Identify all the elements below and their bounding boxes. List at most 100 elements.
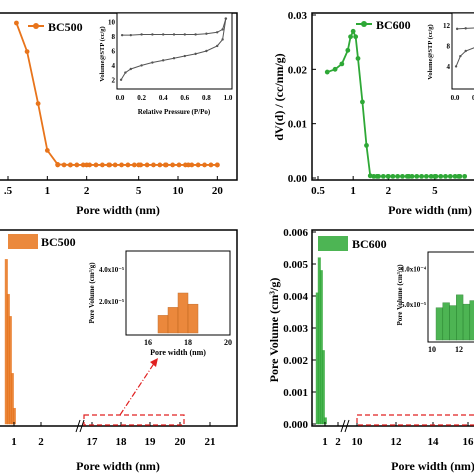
inset-bar: [462, 303, 471, 341]
y-tick-label: 0.004: [283, 291, 308, 303]
bar: [12, 407, 16, 425]
legend-swatch: [318, 236, 348, 251]
y-tick-label: 0.002: [283, 355, 308, 367]
panel-bottom-left: BC500 1 2 17 18 19 20 21 Pore width (nm) 16 18 2…: [0, 229, 238, 473]
legend-label: BC600: [352, 237, 387, 251]
bar: [321, 350, 325, 425]
y-axis-label: dV(d) / (cc/nm/g): [272, 53, 286, 140]
x-axis-label: Pore width (nm): [76, 203, 160, 217]
data-point: [208, 162, 214, 168]
data-point: [385, 173, 391, 179]
inset-data-point: [216, 31, 219, 34]
panel-top-right: BC600 0.000.010.020.03 0.5 1 2 5 dV(d) / (c…: [272, 10, 474, 217]
data-point: [68, 162, 73, 168]
inset-data-point: [216, 44, 219, 48]
inset-x-tick-label: 0.2: [472, 94, 474, 102]
y-tick-label: 0.03: [288, 10, 308, 22]
y-tick-label: 0.000: [283, 419, 308, 431]
inset-x-tick-label: 18: [184, 338, 192, 347]
x-tick-label: 1: [11, 436, 17, 448]
y-tick-label: 0.02: [288, 64, 308, 76]
inset-data-point: [124, 71, 127, 74]
x-tick-label: 2: [38, 436, 44, 448]
inset-x-label: Pore width (nm): [150, 348, 206, 357]
data-point: [24, 49, 30, 54]
inset-y-tick-label: 4.0x10⁻⁵: [99, 266, 124, 274]
bar: [10, 373, 14, 425]
x-tick-group: 1 2 10 12 14 16: [322, 422, 474, 448]
x-tick-label: 18: [116, 436, 128, 448]
inset-data-point: [140, 64, 143, 67]
bar-group: [315, 257, 327, 425]
inset-y-tick-label: 12: [443, 22, 451, 30]
inset-data-point: [183, 33, 186, 36]
inset-data-point: [205, 32, 208, 35]
data-point: [353, 34, 359, 40]
inset-frame: [116, 12, 233, 90]
data-point: [332, 66, 338, 72]
x-tick-label: 12: [391, 436, 403, 448]
legend: BC500: [8, 234, 76, 249]
zoom-region-box: [356, 414, 474, 426]
x-tick-label: 1: [322, 436, 328, 448]
inset-data-point: [172, 33, 176, 36]
inset-data-point: [129, 67, 132, 71]
panel-top-left: BC500 .5 1 2 5 10 20 Pore width (nm) 0.0 0.2 0.…: [0, 12, 238, 217]
inset-y-tick-label: 8: [447, 42, 451, 50]
data-point: [61, 162, 67, 168]
inset-y-tick-label: 10: [108, 19, 116, 27]
inset-series-group: [454, 27, 474, 68]
data-point: [55, 162, 61, 168]
inset-y-tick-label: 8: [112, 33, 116, 41]
inset-data-point: [464, 27, 467, 30]
data-point: [35, 101, 41, 106]
inset-x-tick-label: 16: [144, 338, 152, 347]
inset-bar: [435, 307, 444, 341]
inset-y-tick-label: 2.0x10⁻⁵: [99, 298, 124, 306]
legend: BC600: [356, 18, 411, 32]
data-point: [74, 162, 80, 168]
x-tick-label: 0.5: [311, 185, 325, 197]
inset-data-point: [194, 33, 197, 36]
inset-data-point: [172, 57, 176, 60]
inset-x-tick-label: 0.2: [137, 94, 146, 102]
legend-label: BC600: [376, 18, 411, 32]
inset-data-point: [454, 65, 458, 68]
inset-y-label: Volume@STP (cc/g): [99, 26, 106, 81]
x-tick-label: 21: [205, 436, 216, 448]
data-point: [345, 47, 351, 53]
legend-label: BC500: [41, 235, 76, 249]
data-point: [324, 69, 330, 75]
x-tick-label: 5: [136, 185, 142, 197]
y-tick-label: 0.01: [288, 119, 307, 131]
x-tick-label: 17: [87, 436, 99, 448]
data-point: [395, 173, 401, 179]
inset-frame: [451, 12, 474, 90]
y-axis-label: Pore Volume (cm³/g): [267, 278, 281, 383]
inset-y-tick-label: 1.0x10⁻⁴: [401, 265, 427, 273]
inset-tick-group: 0.0 0.2 0.4 0.6 0.8 1.0 2 4 6 8 10: [108, 19, 233, 102]
legend-swatch: [8, 234, 38, 249]
inset-data-point: [119, 78, 123, 82]
inset-series-group: [119, 17, 228, 82]
data-point: [443, 173, 448, 179]
inset-x-tick-label: 0.0: [116, 94, 125, 102]
series-line-bc600: [326, 29, 459, 178]
data-point: [202, 162, 207, 168]
axis-break-mark: [340, 419, 350, 433]
x-tick-group: .5 1 2 5 10 20: [4, 176, 223, 197]
data-point: [125, 162, 131, 168]
inset-data-point: [459, 54, 462, 58]
panel-bottom-right: BC600 0.0000.0010.0020.0030.0040.0050.00…: [267, 227, 474, 473]
y-tick-group: 0.00 0.01 0.02 0.03: [288, 10, 316, 185]
plot-frame: [0, 229, 238, 427]
data-point: [170, 162, 176, 168]
inset-bar: [442, 302, 450, 341]
inset-y-tick-label: 5.0x10⁻⁵: [401, 301, 426, 309]
inset-data-point: [151, 33, 154, 36]
x-axis-label: Pore width (nm): [388, 203, 472, 217]
zoom-arrowhead: [150, 358, 158, 367]
y-tick-group: 0.000 0.001 0.002 0.003 0.004 0.005 0.006: [283, 227, 316, 431]
data-point: [163, 162, 169, 168]
data-point: [414, 173, 420, 179]
